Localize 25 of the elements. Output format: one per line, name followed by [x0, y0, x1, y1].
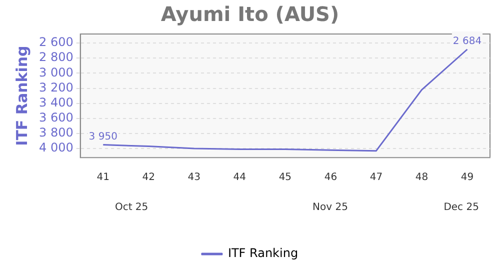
y-tick-label: 3 800 — [38, 126, 74, 140]
x-tick-label: 41 — [96, 172, 110, 184]
x-tick-label: 45 — [278, 172, 292, 184]
text: Oct 25 — [114, 202, 148, 214]
y-tick-label: 3 400 — [38, 95, 74, 110]
legend-label: ITF Ranking — [228, 246, 298, 260]
data-label: 3 950 — [88, 131, 118, 142]
y-tick-label: 3 600 — [38, 110, 74, 125]
y-tick-label: 2 800 — [38, 50, 74, 64]
x-tick-label: 49 — [460, 172, 474, 184]
x-tick-label: 42 — [142, 172, 155, 184]
x-tick-label: 43 — [188, 172, 201, 184]
x-tick-label: 44 — [233, 172, 246, 184]
x-tick-label: 48 — [415, 172, 428, 184]
x-tick-label: 46 — [324, 172, 338, 184]
y-axis-title: ITF Ranking — [12, 46, 31, 146]
y-tick-label: 3 000 — [38, 65, 74, 80]
text: Dec 25 — [444, 202, 479, 214]
y-tick-label: 4 000 — [38, 140, 74, 155]
y-tick-label: 3 200 — [38, 80, 74, 94]
chart-title: Ayumi Ito (AUS) — [160, 2, 340, 26]
text: Nov 25 — [312, 202, 348, 214]
x-tick-label: 47 — [370, 172, 383, 184]
data-label: 2 684 — [452, 36, 482, 47]
y-tick-label: 2 600 — [38, 35, 74, 50]
